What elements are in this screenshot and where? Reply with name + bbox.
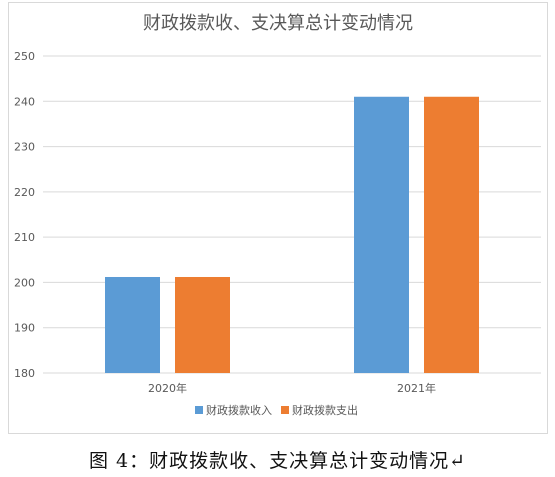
y-tick-label: 180 xyxy=(14,367,35,380)
legend-swatch xyxy=(195,406,203,414)
y-tick-label: 220 xyxy=(14,186,35,199)
chart-title: 财政拨款收、支决算总计变动情况 xyxy=(143,13,413,34)
legend-swatch xyxy=(281,406,289,414)
bar-chart: 财政拨款收、支决算总计变动情况 180 190 200 210 220 230 240 250… xyxy=(14,13,541,417)
chart-frame: 财政拨款收、支决算总计变动情况 180 190 200 210 220 230 240 250… xyxy=(8,2,548,434)
legend-label: 财政拨款支出 xyxy=(292,403,358,417)
y-tick-label: 250 xyxy=(14,50,35,63)
y-tick-label: 230 xyxy=(14,141,35,154)
y-tick-label: 200 xyxy=(14,276,35,289)
x-tick-label: 2021年 xyxy=(397,381,436,395)
bar-income xyxy=(354,96,409,373)
bar-expenditure xyxy=(424,96,479,373)
y-tick-label: 210 xyxy=(14,231,35,244)
y-axis-ticks: 180 190 200 210 220 230 240 250 xyxy=(14,50,35,380)
bars xyxy=(105,96,479,373)
bar-expenditure xyxy=(175,276,230,373)
legend: 财政拨款收入 财政拨款支出 xyxy=(195,403,358,417)
bar-income xyxy=(105,276,160,373)
y-tick-label: 190 xyxy=(14,322,35,335)
x-tick-label: 2020年 xyxy=(148,381,187,395)
legend-label: 财政拨款收入 xyxy=(206,403,272,417)
figure-caption: 图 4：财政拨款收、支决算总计变动情况↵ xyxy=(88,450,467,472)
x-axis-ticks: 2020年 2021年 xyxy=(148,381,436,395)
y-tick-label: 240 xyxy=(14,95,35,108)
